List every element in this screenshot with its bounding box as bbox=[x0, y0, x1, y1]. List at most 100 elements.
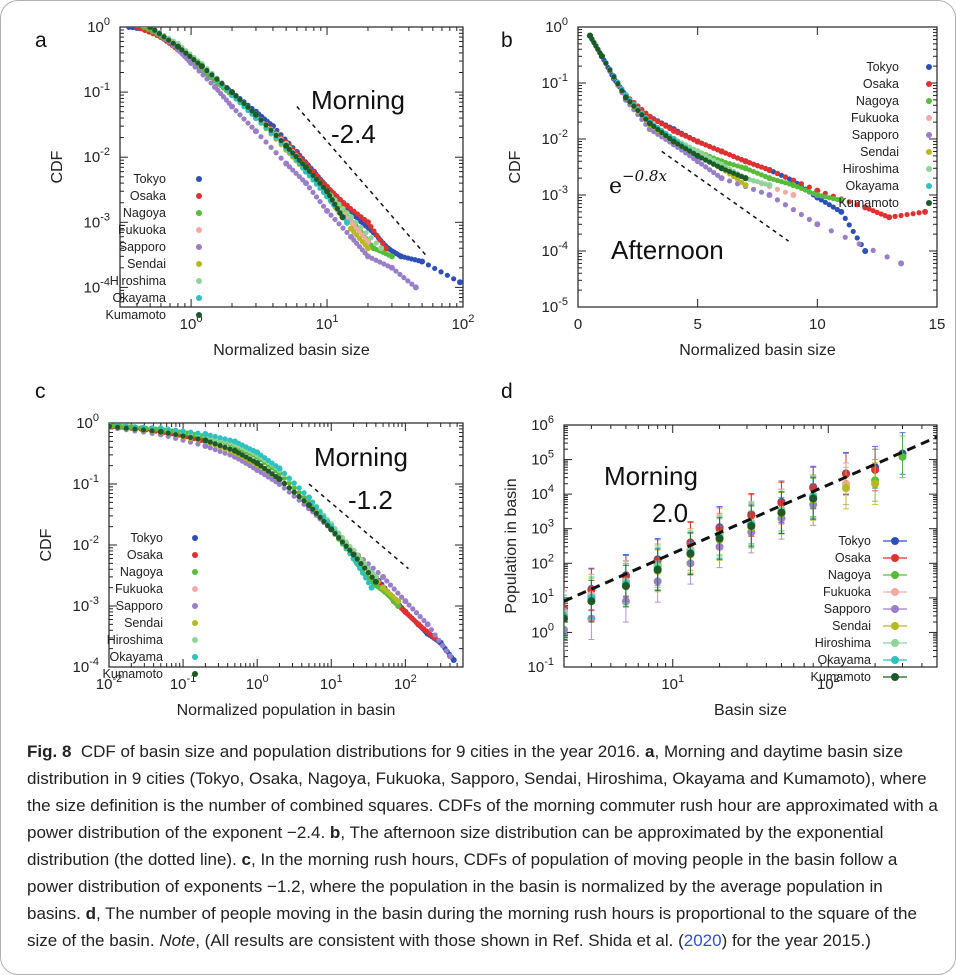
data-point bbox=[722, 150, 729, 156]
data-point bbox=[439, 643, 446, 649]
caption-d-label: d bbox=[85, 904, 96, 923]
data-point bbox=[212, 433, 218, 440]
data-point bbox=[663, 132, 669, 139]
data-point bbox=[754, 163, 761, 169]
annotation-formula: e−0.8x bbox=[609, 167, 667, 199]
data-point bbox=[898, 260, 905, 267]
x-axis-label: Normalized population in basin bbox=[177, 702, 396, 719]
y-tick-label: 105 bbox=[531, 449, 554, 469]
legend-marker bbox=[192, 620, 198, 626]
data-point bbox=[365, 565, 372, 571]
legend-marker bbox=[192, 569, 198, 575]
data-point bbox=[214, 76, 220, 82]
data-point bbox=[734, 176, 741, 183]
data-point bbox=[324, 188, 331, 195]
data-point bbox=[187, 429, 194, 435]
data-point bbox=[438, 269, 444, 275]
data-point bbox=[746, 160, 753, 166]
legend-marker bbox=[196, 244, 202, 250]
legend-label: Sendai bbox=[832, 619, 871, 633]
y-tick-label: 104 bbox=[531, 483, 554, 503]
legend-marker bbox=[891, 656, 899, 664]
data-point bbox=[425, 262, 431, 268]
plot-area bbox=[564, 432, 937, 652]
data-point bbox=[281, 480, 287, 487]
series-okayama bbox=[586, 32, 725, 172]
data-point bbox=[450, 657, 457, 664]
legend-marker bbox=[926, 64, 932, 70]
citation-link[interactable]: 2020 bbox=[683, 931, 722, 950]
data-point bbox=[443, 648, 449, 654]
data-point bbox=[273, 150, 279, 156]
series-kumamoto bbox=[586, 32, 749, 182]
data-point bbox=[334, 205, 340, 212]
chart-panel-b: b 0 5 10 15 100 10-1 10-2 10-3 10-4 10-5 Normalized… bbox=[501, 16, 945, 359]
data-point bbox=[340, 225, 346, 231]
y-tick-label: 10-1 bbox=[84, 81, 110, 101]
data-point bbox=[703, 164, 709, 170]
data-point bbox=[217, 442, 223, 449]
data-point bbox=[320, 203, 327, 209]
data-point bbox=[276, 476, 283, 483]
data-point bbox=[222, 450, 228, 456]
guide-line bbox=[564, 435, 937, 603]
chart-panel-d: d 101 102 106 105 104 103 102 101 100 10-1 Basin si… bbox=[501, 380, 938, 719]
data-point bbox=[758, 172, 765, 178]
data-point bbox=[707, 159, 713, 165]
data-point bbox=[806, 189, 812, 195]
data-point bbox=[296, 497, 302, 503]
data-point bbox=[726, 152, 733, 158]
data-point bbox=[317, 180, 323, 186]
y-tick-label: 10-3 bbox=[84, 211, 110, 231]
data-point bbox=[327, 192, 333, 199]
y-tick-label: 106 bbox=[531, 414, 554, 434]
data-point bbox=[140, 427, 147, 433]
data-point bbox=[838, 197, 845, 204]
data-point bbox=[156, 30, 163, 37]
data-point bbox=[711, 161, 717, 167]
data-point bbox=[265, 468, 271, 474]
data-point bbox=[916, 210, 922, 216]
data-point bbox=[362, 565, 368, 571]
data-point bbox=[375, 569, 381, 576]
data-point bbox=[750, 161, 757, 167]
data-point bbox=[336, 221, 342, 227]
data-point bbox=[241, 116, 247, 122]
caption-c-label: c bbox=[241, 850, 251, 869]
x-axis-label: Normalized basin size bbox=[679, 342, 836, 359]
y-tick-label: 100 bbox=[545, 16, 568, 36]
chart-panel-c: c 10-2 10-1 100 101 102 100 10-1 10-2 10-3 10-4 Nor… bbox=[35, 380, 464, 719]
y-tick-label: 101 bbox=[531, 587, 554, 607]
caption-b-text: , The afternoon size distribution can be… bbox=[27, 823, 884, 869]
annotation-label: Afternoon bbox=[611, 235, 724, 265]
figure-caption: Fig. 8 CDF of basin size and population … bbox=[27, 738, 939, 954]
data-point bbox=[734, 163, 741, 169]
data-point bbox=[822, 199, 828, 205]
data-point bbox=[399, 594, 405, 600]
data-point bbox=[830, 196, 836, 202]
data-point bbox=[290, 150, 296, 156]
caption-a-text: , Morning and daytime basin size distrib… bbox=[27, 742, 938, 842]
data-point bbox=[878, 211, 884, 217]
data-point bbox=[249, 108, 255, 114]
data-point bbox=[856, 241, 862, 247]
data-point bbox=[802, 187, 808, 193]
y-tick-label: 10-3 bbox=[73, 595, 99, 615]
data-point bbox=[742, 182, 749, 189]
guide-line bbox=[308, 483, 409, 570]
legend-marker bbox=[192, 535, 198, 541]
data-point bbox=[170, 40, 176, 46]
x-tick-label: 0 bbox=[574, 316, 582, 333]
data-point bbox=[643, 110, 649, 116]
data-point bbox=[667, 135, 673, 142]
data-point bbox=[233, 93, 239, 99]
data-point bbox=[622, 94, 629, 101]
data-point bbox=[683, 150, 689, 156]
legend-label: Sapporo bbox=[116, 599, 163, 613]
data-point bbox=[456, 279, 463, 286]
data-point bbox=[607, 67, 613, 73]
legend-marker bbox=[192, 603, 198, 609]
data-point bbox=[750, 168, 757, 175]
data-point bbox=[655, 126, 661, 133]
